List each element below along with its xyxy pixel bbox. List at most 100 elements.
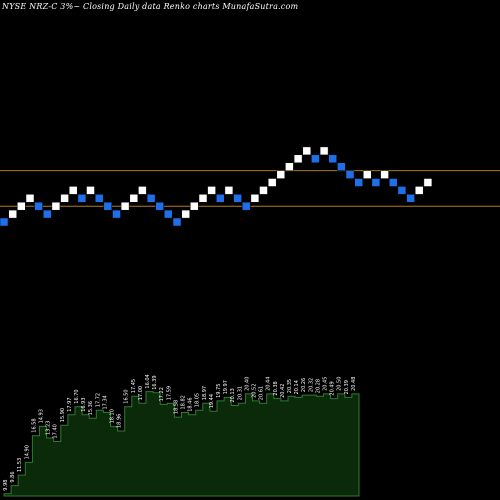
volume-label: 18.10 — [110, 409, 116, 423]
renko-brick — [293, 154, 303, 164]
volume-label: 18.82 — [181, 395, 187, 409]
renko-brick — [345, 170, 355, 179]
volume-label: 15.90 — [60, 408, 66, 422]
renko-brick — [172, 217, 182, 227]
renko-brick — [285, 162, 294, 171]
renko-brick — [68, 186, 78, 195]
volume-label: 15.36 — [88, 401, 94, 415]
renko-brick — [406, 194, 415, 203]
renko-brick — [397, 186, 407, 195]
volume-label: 9.98 — [3, 480, 9, 491]
renko-brick — [354, 178, 363, 187]
volume-label: 20.32 — [308, 378, 314, 392]
volume-label: 18.97 — [202, 386, 208, 400]
volume-label: 20.39 — [344, 380, 350, 394]
renko-brick — [259, 186, 268, 195]
renko-brick — [181, 209, 190, 219]
volume-label: 14.90 — [24, 445, 30, 459]
renko-brick — [328, 154, 337, 164]
renko-brick — [8, 209, 17, 219]
renko-brick — [25, 194, 35, 203]
volume-label: 20.44 — [266, 377, 272, 391]
renko-brick — [190, 201, 199, 211]
volume-label: 17.72 — [95, 393, 101, 407]
renko-brick — [423, 178, 433, 187]
volume-label: 17.34 — [102, 395, 108, 409]
chart-title: NYSE NRZ-C 3%~ Closing Daily data Renko … — [2, 2, 299, 11]
renko-brick — [414, 186, 424, 195]
volume-label: 20.38 — [273, 381, 279, 395]
volume-label: 20.50 — [337, 377, 343, 391]
renko-brick — [250, 194, 260, 203]
volume-area — [3, 391, 360, 497]
renko-brick — [207, 186, 216, 195]
renko-brick — [77, 194, 87, 203]
volume-label: 20.31 — [237, 386, 243, 400]
renko-brick — [233, 194, 242, 203]
volume-label: 20.48 — [351, 377, 357, 391]
renko-brick — [51, 201, 61, 211]
renko-brick — [337, 162, 346, 171]
renko-brick — [120, 201, 130, 211]
renko-brick — [146, 194, 156, 203]
volume-label: 19.44 — [209, 394, 215, 408]
renko-brick — [60, 194, 69, 203]
renko-brick — [0, 217, 9, 227]
volume-label: 20.35 — [287, 379, 293, 393]
renko-brick — [129, 194, 139, 203]
volume-label: 13.23 — [46, 421, 52, 435]
volume-label: 17.40 — [53, 424, 59, 438]
renko-brick — [94, 194, 104, 203]
renko-brick — [155, 201, 164, 211]
renko-brick — [371, 178, 381, 187]
renko-brick — [112, 209, 121, 219]
volume-label: 17.00 — [138, 386, 144, 400]
volume-label: 16.04 — [145, 374, 151, 388]
renko-brick — [138, 186, 147, 195]
renko-brick — [267, 178, 277, 187]
renko-brick — [302, 146, 312, 156]
renko-brick — [241, 201, 251, 211]
volume-label: 20.14 — [294, 380, 300, 394]
volume-label: 18.05 — [195, 393, 201, 407]
volume-label: 11.53 — [17, 458, 23, 472]
renko-brick — [224, 186, 234, 195]
volume-label: 20.13 — [230, 388, 236, 402]
renko-brick — [198, 194, 208, 203]
renko-brick — [17, 201, 26, 211]
volume-label: 14.93 — [39, 409, 45, 423]
volume-label: 18.58 — [173, 400, 179, 414]
renko-brick — [389, 178, 398, 187]
volume-label: 20.61 — [259, 386, 265, 400]
renko-brick — [86, 186, 95, 195]
volume-label: 20.52 — [252, 384, 258, 398]
renko-brick — [319, 146, 329, 156]
volume-label: 19.97 — [223, 380, 229, 394]
volume-label: 16.93 — [81, 397, 87, 411]
renko-brick — [311, 154, 320, 164]
volume-label: 19.75 — [216, 384, 222, 398]
volume-label: 9.86 — [10, 471, 16, 482]
volume-label: 16.39 — [152, 375, 158, 389]
volume-label: 18.46 — [188, 397, 194, 411]
volume-label: 20.45 — [323, 377, 329, 391]
volume-label: 17.59 — [166, 386, 172, 400]
renko-brick — [164, 209, 173, 219]
volume-label: 16.50 — [124, 389, 130, 403]
volume-label: 20.40 — [244, 377, 250, 391]
volume-label: 16.70 — [74, 389, 80, 403]
volume-label: 18.96 — [117, 414, 123, 428]
renko-brick — [43, 209, 52, 219]
volume-label: 20.42 — [280, 384, 286, 398]
volume-label: 16.58 — [31, 418, 37, 432]
renko-brick — [103, 201, 113, 211]
renko-brick — [216, 194, 225, 203]
volume-label: 17.22 — [159, 387, 165, 401]
volume-label: 17.97 — [67, 397, 73, 411]
renko-brick — [34, 201, 43, 211]
volume-label: 20.26 — [301, 378, 307, 392]
renko-brick — [380, 170, 389, 179]
renko-bricks — [0, 146, 433, 227]
